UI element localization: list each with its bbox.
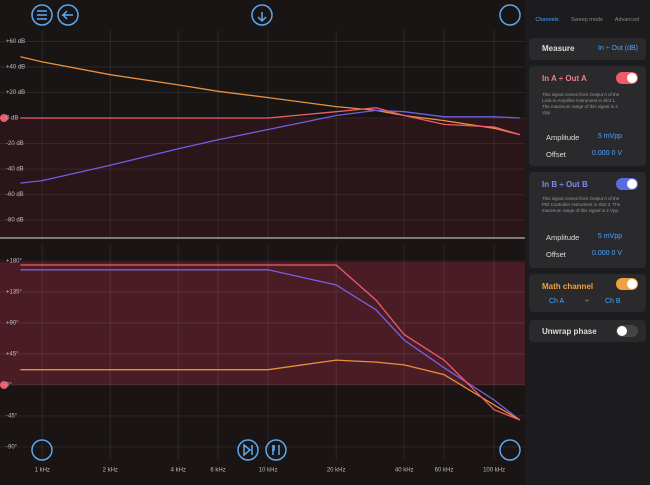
y-tick-label: +60 dB <box>6 39 25 45</box>
trace <box>20 359 521 421</box>
magnitude-shade <box>0 118 525 238</box>
autoscale-button[interactable] <box>499 439 521 461</box>
toggle[interactable] <box>616 325 638 337</box>
toggle[interactable] <box>616 278 638 290</box>
y-tick-label: -20 dB <box>6 141 24 147</box>
toggle[interactable] <box>616 178 638 190</box>
y-tick-label: 0° <box>6 382 12 388</box>
x-tick-label: 1 kHz <box>35 468 50 474</box>
value[interactable]: Ch A <box>549 298 565 305</box>
value[interactable]: 0.000 0 V <box>592 150 622 157</box>
label: Amplitude <box>546 133 580 142</box>
x-tick-label: 10 kHz <box>259 468 278 474</box>
math-card: Math channel Ch A ÷ Ch B <box>529 274 646 312</box>
label: Measure <box>542 44 575 53</box>
value[interactable]: 0.000 0 V <box>592 250 622 257</box>
menu-button[interactable] <box>31 4 53 26</box>
trace <box>20 109 520 184</box>
channel-title: In A ÷ Out A <box>542 74 587 83</box>
x-tick-label: 20 kHz <box>327 468 346 474</box>
label: Offset <box>546 150 566 159</box>
step-button[interactable] <box>237 439 259 461</box>
y-tick-label: +45° <box>6 351 19 357</box>
y-tick-label: +135° <box>6 289 23 295</box>
y-tick-label: -90° <box>6 444 18 450</box>
y-tick-label: +90° <box>6 320 19 326</box>
unwrap-card: Unwrap phase <box>529 320 646 342</box>
label: Amplitude <box>546 233 580 242</box>
phase-shade <box>0 262 525 385</box>
bode-plot: +60 dB +40 dB +20 dB 0 dB -20 dB -40 dB -60 dB… <box>0 4 525 474</box>
y-tick-label: -45° <box>6 413 18 419</box>
x-tick-label: 6 kHz <box>210 468 225 474</box>
settings-button[interactable] <box>499 4 521 26</box>
pause-button[interactable] <box>265 439 287 461</box>
value[interactable]: 5 mVpp <box>597 233 622 240</box>
value[interactable]: Ch B <box>605 298 621 305</box>
back-button[interactable] <box>57 4 79 26</box>
channel-card: In A ÷ Out A This signal comes from Outp… <box>529 66 646 166</box>
channel-marker <box>0 114 8 122</box>
channel-card: In B ÷ Out B This signal comes from Outp… <box>529 172 646 268</box>
grid-button[interactable] <box>31 439 53 461</box>
trace <box>20 269 521 421</box>
y-tick-label: +180° <box>6 258 23 264</box>
value: ÷ <box>585 298 589 305</box>
x-tick-label: 100 kHz <box>483 468 505 474</box>
y-tick-label: +40 dB <box>6 65 25 71</box>
label: Unwrap phase <box>542 327 597 336</box>
channel-title: In B ÷ Out B <box>542 180 588 189</box>
math-title: Math channel <box>542 282 594 291</box>
channel-marker <box>0 381 8 389</box>
tab[interactable]: Sweep mode <box>570 17 604 23</box>
x-tick-label: 4 kHz <box>171 468 186 474</box>
trace <box>20 107 521 136</box>
x-tick-label: 60 kHz <box>435 468 454 474</box>
y-tick-label: -80 dB <box>6 218 24 224</box>
x-tick-label: 2 kHz <box>103 468 118 474</box>
y-tick-label: -60 dB <box>6 192 24 198</box>
value[interactable]: In ÷ Out (dB) <box>597 45 638 52</box>
toggle[interactable] <box>616 72 638 84</box>
y-tick-label: +20 dB <box>6 90 25 96</box>
measure-card: Measure In ÷ Out (dB) <box>529 38 646 60</box>
description: This signal comes from Output A of the L… <box>542 92 620 115</box>
description: This signal comes from Output A of the P… <box>542 196 621 213</box>
trace <box>20 56 521 136</box>
tab[interactable]: Channels <box>535 17 559 23</box>
side-panel: Channels Sweep mode Advanced Measure In … <box>525 0 650 485</box>
icons <box>37 10 280 457</box>
label: Offset <box>546 250 566 259</box>
x-tick-label: 40 kHz <box>395 468 414 474</box>
cloud-button[interactable] <box>251 4 273 26</box>
value[interactable]: 5 mVpp <box>597 133 622 140</box>
y-tick-label: 0 dB <box>6 116 18 122</box>
tab[interactable]: Advanced <box>614 17 640 23</box>
y-tick-label: -40 dB <box>6 167 24 173</box>
trace <box>20 264 521 421</box>
